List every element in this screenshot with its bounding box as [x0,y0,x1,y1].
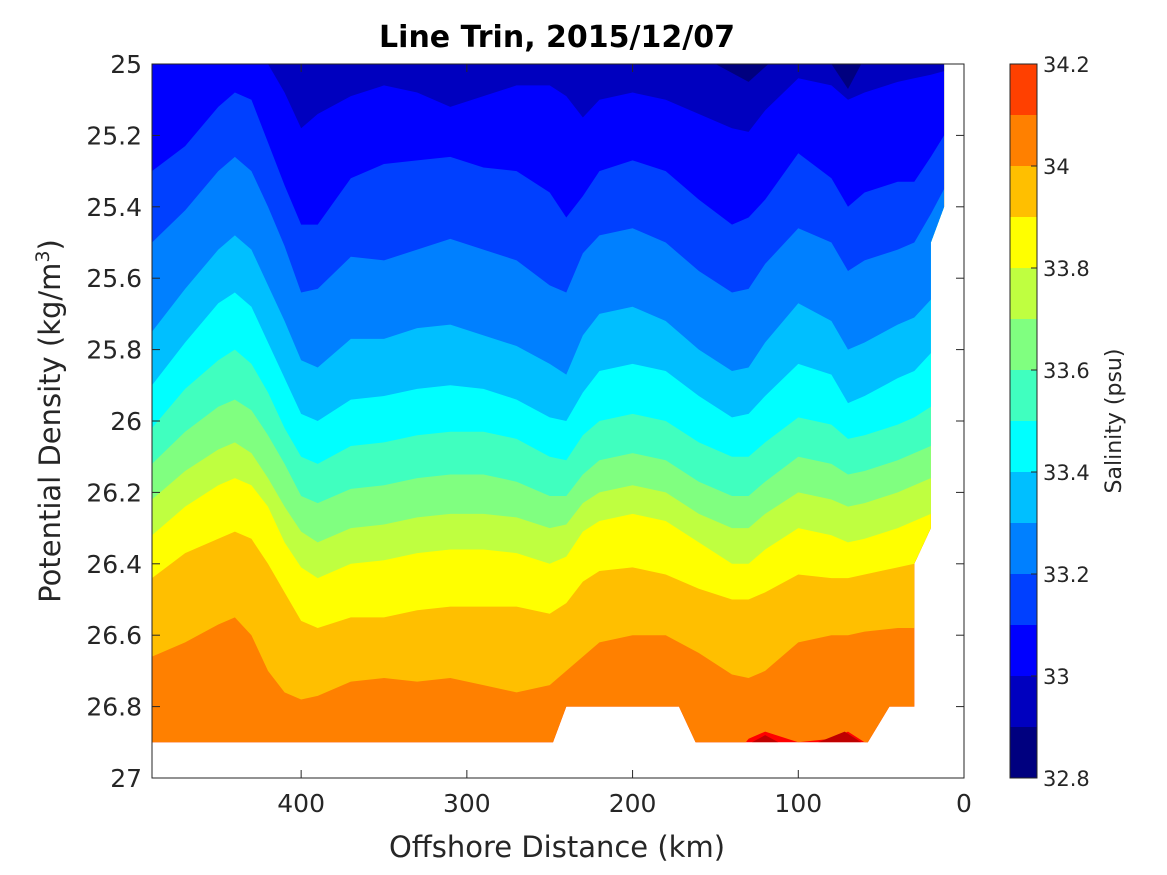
colorbar-segment [1010,115,1037,166]
y-tick-label: 26.6 [86,621,142,650]
colorbar-tick-label: 33.6 [1043,359,1090,383]
plot-area: 25 25.2 25.4 25.6 25.8 26 26.2 26.4 26.6 26.8 27 4… [86,50,972,818]
y-tick-label: 25.8 [86,336,142,365]
y-tick-label: 25.2 [86,121,142,150]
colorbar-segment [1010,676,1037,727]
colorbar-tick-label: 33.8 [1043,257,1090,281]
colorbar-segment [1010,268,1037,319]
colorbar-tick-label: 33 [1043,665,1070,689]
band-max-a [751,735,779,743]
x-axis-ticks: 400 300 200 100 0 [277,64,972,818]
band-below-33 [152,64,945,132]
y-axis-ticks: 25 25.2 25.4 25.6 25.8 26 26.2 26.4 26.6 26.8 27 [86,50,964,793]
band-max-b [818,731,862,743]
y-tick-label: 27 [110,764,142,793]
colorbar-segment [1010,370,1037,421]
y-tick-label: 26.2 [86,478,142,507]
chart-title: Line Trin, 2015/12/07 [379,20,735,55]
colorbar-tick-label: 33.2 [1043,563,1090,587]
y-axis-label: Potential Density (kg/m3) [32,239,67,603]
band-darkest-a [715,64,769,82]
colorbar-segment [1010,523,1037,574]
colorbar-tick-label: 34.2 [1043,53,1090,77]
colorbar-segment [1010,625,1037,676]
x-tick-label: 300 [443,789,491,818]
y-axis-label-close: ) [33,239,67,250]
y-tick-label: 25 [110,50,142,79]
y-tick-label: 26 [110,407,142,436]
colorbar-segment [1010,421,1037,472]
colorbar-segment [1010,217,1037,268]
y-tick-label: 25.6 [86,264,142,293]
x-tick-label: 400 [277,789,325,818]
colorbar-tick-label: 32.8 [1043,767,1090,791]
colorbar-frame [1009,63,1038,779]
colorbar-segments [1010,64,1037,778]
salinity-bands [152,64,945,743]
y-axis-label-superscript: 3 [32,250,54,262]
colorbar-tick-label: 33.4 [1043,461,1090,485]
x-axis-label: Offshore Distance (km) [389,830,725,864]
y-tick-label: 26.4 [86,550,142,579]
colorbar: 32.8 33 33.2 33.4 33.6 33.8 34 34.2 Salinity (p… [1009,53,1127,791]
x-tick-label: 200 [609,789,657,818]
colorbar-tick-label: 34 [1043,155,1070,179]
y-tick-label: 26.8 [86,693,142,722]
band-darkest-b [831,64,862,89]
y-tick-label: 25.4 [86,193,142,222]
colorbar-ticks: 32.8 33 33.2 33.4 33.6 33.8 34 34.2 [1031,53,1090,791]
colorbar-segment [1010,574,1037,625]
colorbar-segment [1010,166,1037,217]
colorbar-segment [1010,727,1037,778]
colorbar-segment [1010,64,1037,115]
x-tick-label: 100 [774,789,822,818]
colorbar-segment [1010,472,1037,523]
y-axis-label-main: Potential Density (kg/m [33,263,67,603]
x-tick-label: 0 [956,789,972,818]
colorbar-label: Salinity (psu) [1102,349,1127,494]
colorbar-segment [1010,319,1037,370]
